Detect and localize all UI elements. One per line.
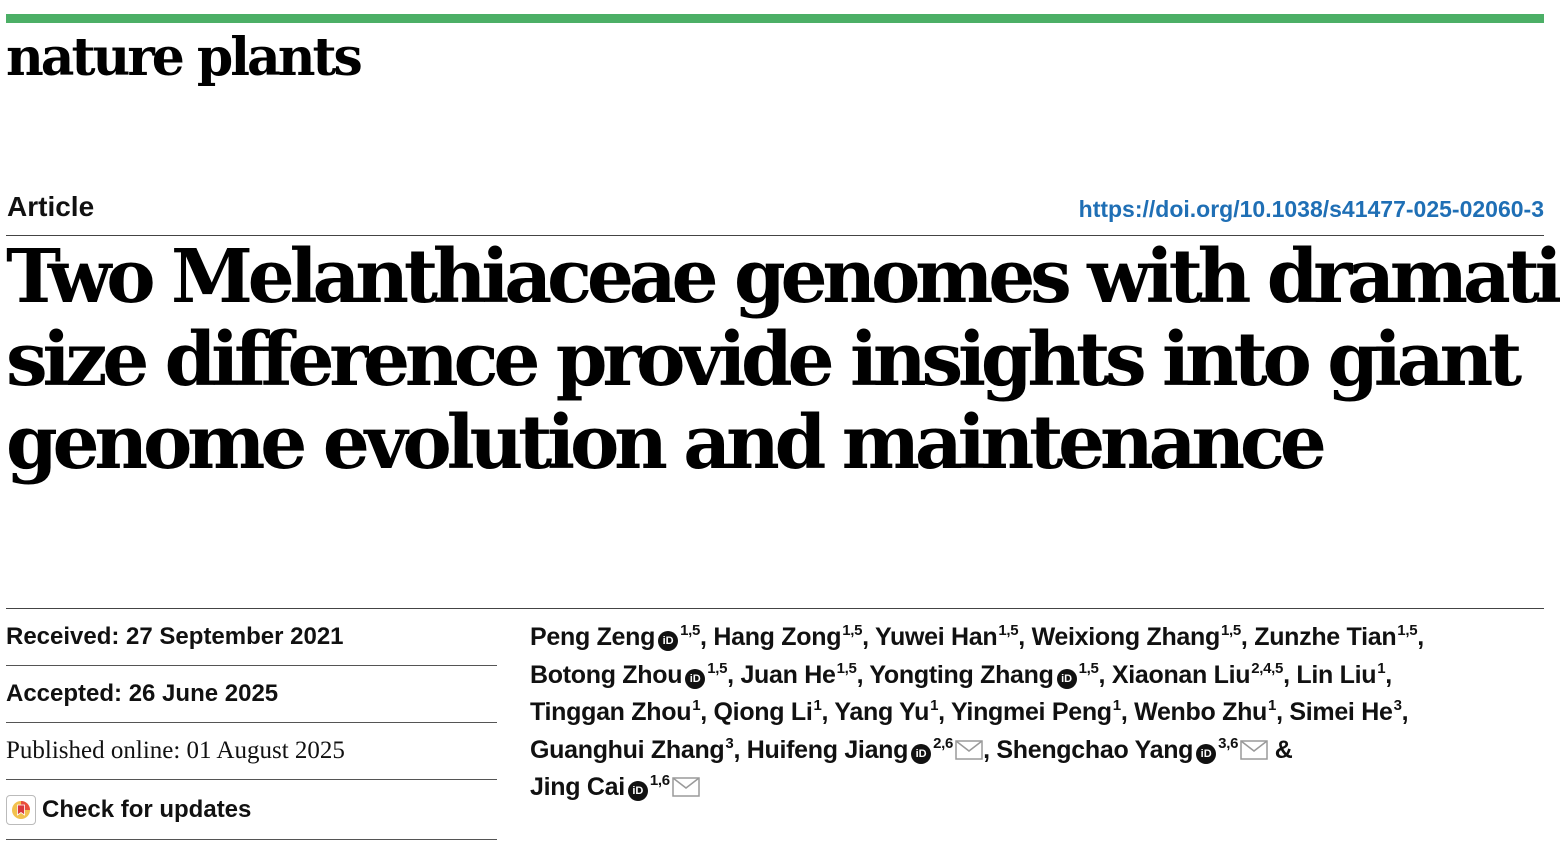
header-divider xyxy=(6,235,1544,236)
title-line: Two Melanthiaceae genomes with dramatic xyxy=(6,234,1560,320)
author-affiliation[interactable]: 2,4,5 xyxy=(1251,659,1284,677)
journal-accent-bar xyxy=(6,14,1544,23)
journal-name[interactable]: nature plants xyxy=(6,27,363,88)
author-name[interactable]: Shengchao Yang xyxy=(996,735,1194,764)
orcid-icon[interactable]: iD xyxy=(658,631,679,651)
author-separator: , xyxy=(938,698,951,726)
author-separator: , xyxy=(1018,623,1032,651)
author-affiliation[interactable]: 1 xyxy=(930,697,939,714)
envelope-icon[interactable] xyxy=(1240,739,1268,760)
title-line: genome evolution and maintenance xyxy=(6,400,1327,486)
check-updates-label: Check for updates xyxy=(42,795,252,823)
author-affiliation[interactable]: 1,5 xyxy=(1220,622,1241,639)
author-name[interactable]: Yongting Zhang xyxy=(869,660,1054,689)
received-date: Received: 27 September 2021 xyxy=(6,609,497,666)
author-name[interactable]: Yingmei Peng xyxy=(950,698,1112,726)
author-affiliation[interactable]: 1,5 xyxy=(680,622,701,639)
author-name[interactable]: Wenbo Zhu xyxy=(1134,698,1268,726)
doi-link[interactable]: https://doi.org/10.1038/s41477-025-02060… xyxy=(1078,196,1544,222)
author-name[interactable]: Juan He xyxy=(740,660,836,689)
author-name[interactable]: Yuwei Han xyxy=(874,623,998,651)
orcid-icon[interactable]: iD xyxy=(1056,668,1077,689)
author-affiliation[interactable]: 3,6 xyxy=(1218,734,1239,752)
author-name[interactable]: Xiaonan Liu xyxy=(1111,660,1251,689)
metadata-divider xyxy=(6,608,1544,609)
author-affiliation[interactable]: 1,5 xyxy=(1078,659,1099,677)
author-separator: , xyxy=(1417,623,1424,651)
author-affiliation[interactable]: 1,6 xyxy=(649,772,670,789)
orcid-icon[interactable]: iD xyxy=(685,668,706,689)
author-separator: & xyxy=(1268,735,1293,764)
article-dates: Received: 27 September 2021 Accepted: 26… xyxy=(6,609,497,840)
author-affiliation[interactable]: 1,5 xyxy=(836,659,857,677)
author-separator: , xyxy=(821,698,835,726)
article-type: Article xyxy=(7,191,95,222)
author-separator: , xyxy=(862,623,875,651)
article-title: Two Melanthiaceae genomes with dramatic … xyxy=(6,234,1560,486)
accepted-date: Accepted: 26 June 2025 xyxy=(6,666,497,723)
author-name[interactable]: Tinggan Zhou xyxy=(530,698,692,726)
author-affiliation[interactable]: 1,5 xyxy=(998,622,1019,639)
author-separator: , xyxy=(1276,698,1290,726)
title-line: size difference provide insights into gi… xyxy=(6,317,1522,403)
author-separator: , xyxy=(1098,660,1112,689)
author-affiliation[interactable]: 1 xyxy=(1268,697,1277,714)
author-name[interactable]: Hang Zong xyxy=(713,623,842,651)
author-separator: , xyxy=(733,735,747,764)
author-name[interactable]: Peng Zeng xyxy=(530,623,656,651)
author-affiliation[interactable]: 1 xyxy=(813,697,822,714)
author-separator: , xyxy=(1120,698,1135,726)
author-affiliation[interactable]: 1 xyxy=(1112,697,1121,714)
author-name[interactable]: Simei He xyxy=(1289,698,1393,726)
author-name[interactable]: Jing Cai xyxy=(530,773,625,801)
author-affiliation[interactable]: 1 xyxy=(692,697,701,714)
published-date: Published online: 01 August 2025 xyxy=(6,723,497,780)
author-affiliation[interactable]: 1,5 xyxy=(842,622,863,639)
author-separator: , xyxy=(700,698,714,726)
author-name[interactable]: Huifeng Jiang xyxy=(746,735,909,764)
author-separator: , xyxy=(700,623,714,651)
author-name[interactable]: Zunzhe Tian xyxy=(1254,623,1397,651)
orcid-icon[interactable]: iD xyxy=(1196,743,1217,764)
author-separator: , xyxy=(727,660,741,689)
orcid-icon[interactable]: iD xyxy=(627,781,648,801)
author-separator: , xyxy=(1385,660,1392,689)
author-affiliation[interactable]: 3 xyxy=(725,734,734,752)
envelope-icon[interactable] xyxy=(672,777,700,797)
author-separator: , xyxy=(1401,698,1409,726)
author-name[interactable]: Weixiong Zhang xyxy=(1031,623,1221,651)
author-name[interactable]: Guanghui Zhang xyxy=(530,735,725,764)
author-list: Peng Zeng iD1,5, Hang Zong1,5, Yuwei Han1… xyxy=(530,619,1540,807)
author-name[interactable]: Yang Yu xyxy=(834,698,930,726)
author-separator: , xyxy=(1283,660,1297,689)
envelope-icon[interactable] xyxy=(955,739,983,760)
author-name[interactable]: Botong Zhou xyxy=(530,660,683,689)
author-affiliation[interactable]: 2,6 xyxy=(933,734,954,752)
author-affiliation[interactable]: 1 xyxy=(1377,659,1386,677)
author-affiliation[interactable]: 1,5 xyxy=(707,659,728,677)
check-updates-icon xyxy=(6,794,36,825)
author-affiliation[interactable]: 3 xyxy=(1393,697,1402,714)
author-separator: , xyxy=(856,660,870,689)
author-separator: , xyxy=(983,735,997,764)
author-name[interactable]: Lin Liu xyxy=(1296,660,1377,689)
orcid-icon[interactable]: iD xyxy=(911,743,932,764)
author-separator: , xyxy=(1240,623,1255,651)
author-affiliation[interactable]: 1,5 xyxy=(1397,622,1418,639)
check-updates-button[interactable]: Check for updates xyxy=(6,780,497,840)
author-name[interactable]: Qiong Li xyxy=(713,698,813,726)
